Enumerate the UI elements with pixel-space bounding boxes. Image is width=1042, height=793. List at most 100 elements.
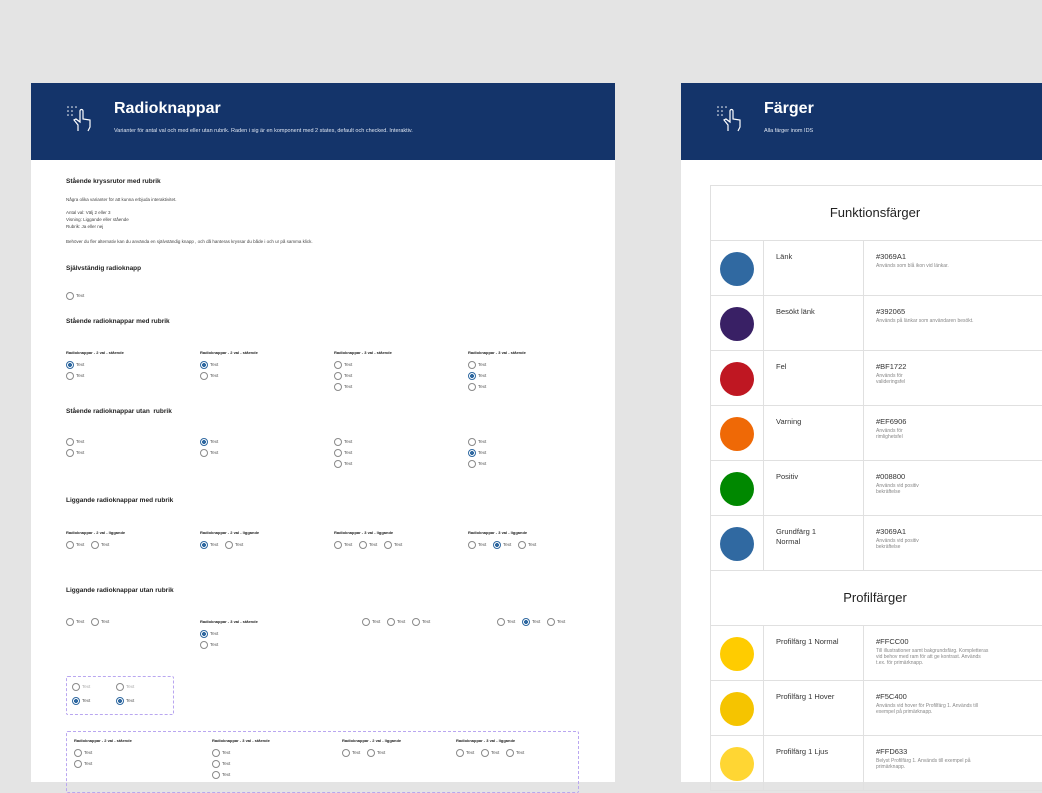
radio-button[interactable] [225,541,233,549]
radio-button[interactable] [66,541,74,549]
table-cell [763,240,864,296]
radio-button[interactable] [334,541,342,549]
radio-button[interactable] [212,760,220,768]
radio-button[interactable] [116,683,124,691]
radio-button[interactable] [116,697,124,705]
option-label: Text [516,750,525,755]
color-description: Används vid hover för Profilfärg 1. Anvä… [876,703,978,715]
option-label: Text [344,384,353,389]
color-name: Profilfärg 1 Ljus [776,747,829,756]
option-label: Text [478,450,487,455]
radio-button[interactable] [200,438,208,446]
radio-button[interactable] [200,449,208,457]
group-label: Radioknappar - 3 val - liggande [334,530,394,535]
group-label: Radioknappar - 2 val - liggande [66,530,126,535]
radio-button[interactable] [66,372,74,380]
radio-button[interactable] [212,749,220,757]
option-label: Text [101,542,110,547]
table-cell [763,350,864,406]
section-heading: Stående radioknappar med rubrik [66,318,170,325]
radio-button[interactable] [91,618,99,626]
radio-button[interactable] [518,541,526,549]
table-heading: Profilfärger [843,590,907,605]
option-label: Text [422,619,431,624]
radio-button[interactable] [468,372,476,380]
header [681,83,1042,160]
radio-button[interactable] [72,683,80,691]
radio-button[interactable] [74,760,82,768]
radio-button[interactable] [468,361,476,369]
option-label: Text [478,439,487,444]
radio-button[interactable] [66,449,74,457]
radio-button[interactable] [547,618,555,626]
radio-button[interactable] [200,630,208,638]
radio-button[interactable] [468,541,476,549]
group-label: Radioknappar - 3 val - stående [212,738,270,743]
radio-button[interactable] [342,749,350,757]
table-cell [763,735,864,791]
panel [31,83,615,782]
option-label: Text [478,373,487,378]
radio-button[interactable] [468,460,476,468]
option-label: Text [503,542,512,547]
radio-button[interactable] [456,749,464,757]
option-label: Text [222,761,231,766]
option-label: Text [126,684,135,689]
radio-button[interactable] [200,641,208,649]
radio-button[interactable] [493,541,501,549]
radio-button[interactable] [66,618,74,626]
radio-button[interactable] [334,383,342,391]
radio-button[interactable] [334,372,342,380]
radio-button[interactable] [497,618,505,626]
radio-button[interactable] [468,449,476,457]
radio-button[interactable] [506,749,514,757]
radio-button[interactable] [212,771,220,779]
group-label: Radioknappar - 3 val - liggande [468,530,528,535]
option-label: Text [478,542,487,547]
radio-button[interactable] [334,449,342,457]
radio-button[interactable] [387,618,395,626]
radio-button[interactable] [468,438,476,446]
radio-button[interactable] [334,361,342,369]
option-label: Text [507,619,516,624]
option-label: Text [76,373,85,378]
radio-button[interactable] [481,749,489,757]
option-label: Text [76,362,85,367]
option-label: Text [344,450,353,455]
paragraph: Visning: Liggande eller stående [66,217,129,222]
color-swatch [720,637,754,671]
radio-button[interactable] [468,383,476,391]
radio-button[interactable] [384,541,392,549]
group-label: Radioknappar - 3 val - stående [200,619,258,624]
icon [67,106,91,132]
option-label: Text [235,542,244,547]
radio-button[interactable] [367,749,375,757]
color-hex: #3069A1 [876,252,907,261]
radio-button[interactable] [334,438,342,446]
radio-button[interactable] [91,541,99,549]
option-label: Text [101,619,110,624]
radio-button[interactable] [362,618,370,626]
color-swatch [720,417,754,451]
title: Färger [764,100,814,117]
radio-button[interactable] [359,541,367,549]
radio-button[interactable] [334,460,342,468]
color-description: Används för valideringsfel [876,373,906,385]
radio-button[interactable] [200,361,208,369]
section-heading: Liggande radioknappar utan rubrik [66,587,174,594]
radio-button[interactable] [66,292,74,300]
option-label: Text [210,362,219,367]
paragraph: Antal val: Välj 2 eller 3 [66,210,111,215]
option-label: Text [528,542,537,547]
radio-button[interactable] [412,618,420,626]
radio-button[interactable] [200,541,208,549]
radio-button[interactable] [72,697,80,705]
radio-button[interactable] [66,438,74,446]
radio-button[interactable] [200,372,208,380]
paragraph: Behöver du fler alternativ kan du använd… [66,239,313,244]
radio-button[interactable] [522,618,530,626]
radio-button[interactable] [74,749,82,757]
option-label: Text [397,619,406,624]
radio-button[interactable] [66,361,74,369]
color-description: Används som blå ikon vid länkar. [876,263,949,269]
